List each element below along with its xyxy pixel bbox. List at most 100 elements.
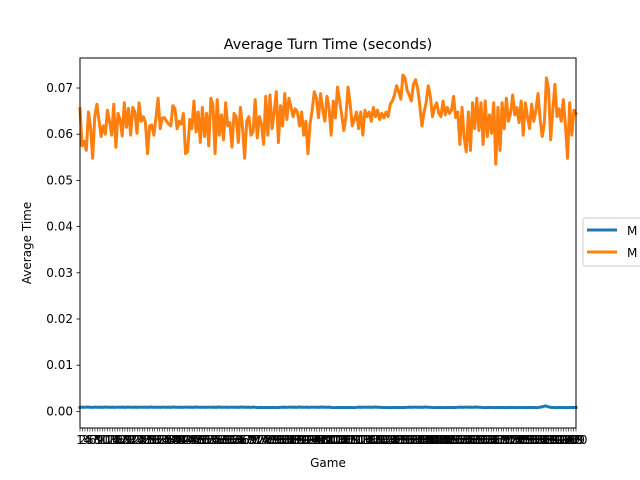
x-tick-label: 94 [304,433,319,447]
x-tick-label: 165 [477,433,500,447]
x-tick-label: 82 [274,433,289,447]
x-tick-label: 79 [267,433,282,447]
x-tick-label: 74 [254,433,269,447]
x-tick-label: 167 [482,433,505,447]
x-tick-label: 24 [130,433,145,447]
x-tick-label: 200 [565,433,588,447]
x-tick-label: 31 [147,433,162,447]
x-tick-label: 15 [107,433,122,447]
y-axis-label: Average Time [20,202,34,284]
x-tick-label: 176 [505,433,528,447]
x-tick-label: 56 [209,433,224,447]
x-tick-label: 109 [338,433,361,447]
x-tick-label: 87 [287,433,302,447]
x-tick-label: 195 [552,433,575,447]
x-tick-label: 190 [540,433,563,447]
series-layer [78,73,579,410]
x-tick-label: 53 [202,433,217,447]
x-tick-label: 198 [560,433,583,447]
x-tick-label: 1 [76,433,84,447]
x-tick-label: 169 [487,433,510,447]
x-tick-label: 123 [373,433,396,447]
x-tick-label: 152 [445,433,468,447]
x-tick-label: 97 [312,433,327,447]
y-tick-label: 0.03 [46,266,73,280]
x-tick-label: 61 [222,433,237,447]
x-tick-label: 174 [500,433,523,447]
x-tick-label: 113 [348,433,371,447]
x-tick-label: 104 [325,433,348,447]
x-tick-label: 146 [430,433,453,447]
x-tick-label: 26 [135,433,150,447]
y-tick-label: 0.05 [46,173,73,187]
x-tick-label: 96 [309,433,324,447]
x-tick-label: 76 [259,433,274,447]
x-tick-label: 133 [398,433,421,447]
x-tick-label: 163 [472,433,495,447]
x-tick-label: 45 [182,433,197,447]
x-tick-label: 77 [262,433,277,447]
x-tick-label: 166 [480,433,503,447]
x-tick-label: 121 [368,433,391,447]
x-tick-label: 105 [328,433,351,447]
x-tick-label: 9 [96,433,104,447]
x-tick-label: 147 [432,433,455,447]
x-tick-label: 130 [390,433,413,447]
x-tick-label: 35 [157,433,172,447]
x-tick-label: 93 [302,433,317,447]
x-tick-label: 125 [378,433,401,447]
x-tick-label: 185 [527,433,550,447]
x-tick-label: 67 [237,433,252,447]
x-tick-label: 192 [545,433,568,447]
x-tick-label: 120 [365,433,388,447]
x-tick-label: 7 [91,433,99,447]
x-tick-label: 39 [167,433,182,447]
x-tick-label: 172 [495,433,518,447]
y-axis-ticks: 0.00 0.01 0.02 0.03 0.04 0.05 0.06 0.07 [46,81,80,418]
x-tick-label: 175 [502,433,525,447]
x-tick-label: 91 [297,433,312,447]
x-tick-label: 132 [395,433,418,447]
x-tick-label: 37 [162,433,177,447]
x-tick-label: 46 [185,433,200,447]
x-tick-label: 3 [81,433,89,447]
x-tick-label: 64 [229,433,244,447]
x-tick-label: 54 [204,433,219,447]
x-tick-label: 59 [217,433,232,447]
x-tick-label: 100 [315,433,338,447]
x-tick-label: 183 [522,433,545,447]
x-tick-label: 181 [517,433,540,447]
x-tick-label: 158 [460,433,483,447]
y-tick-label: 0.02 [46,312,73,326]
x-tick-label: 62 [224,433,239,447]
x-tick-label: 107 [333,433,356,447]
x-tick-label: 186 [530,433,553,447]
x-tick-label: 159 [462,433,485,447]
series-line-1 [78,404,578,410]
x-tick-label: 72 [249,433,264,447]
x-tick-label: 129 [388,433,411,447]
x-tick-label: 10 [95,433,110,447]
x-tick-label: 103 [323,433,346,447]
x-tick-label: 17 [112,433,127,447]
x-tick-label: 18 [115,433,130,447]
x-tick-label: 168 [485,433,508,447]
x-tick-label: 63 [227,433,242,447]
x-tick-label: 135 [403,433,426,447]
x-tick-label: 101 [318,433,341,447]
x-tick-label: 65 [232,433,247,447]
x-tick-label: 173 [497,433,520,447]
x-tick-label: 85 [282,433,297,447]
x-tick-label: 148 [435,433,458,447]
x-tick-label: 49 [192,433,207,447]
x-tick-label: 180 [515,433,538,447]
x-tick-label: 194 [550,433,573,447]
x-tick-label: 71 [247,433,262,447]
y-tick-label: 0.00 [46,404,73,418]
x-tick-label: 52 [199,433,214,447]
x-tick-label: 44 [180,433,195,447]
x-tick-label: 117 [358,433,381,447]
x-tick-label: 114 [350,433,373,447]
x-tick-label: 47 [187,433,202,447]
x-tick-label: 86 [284,433,299,447]
